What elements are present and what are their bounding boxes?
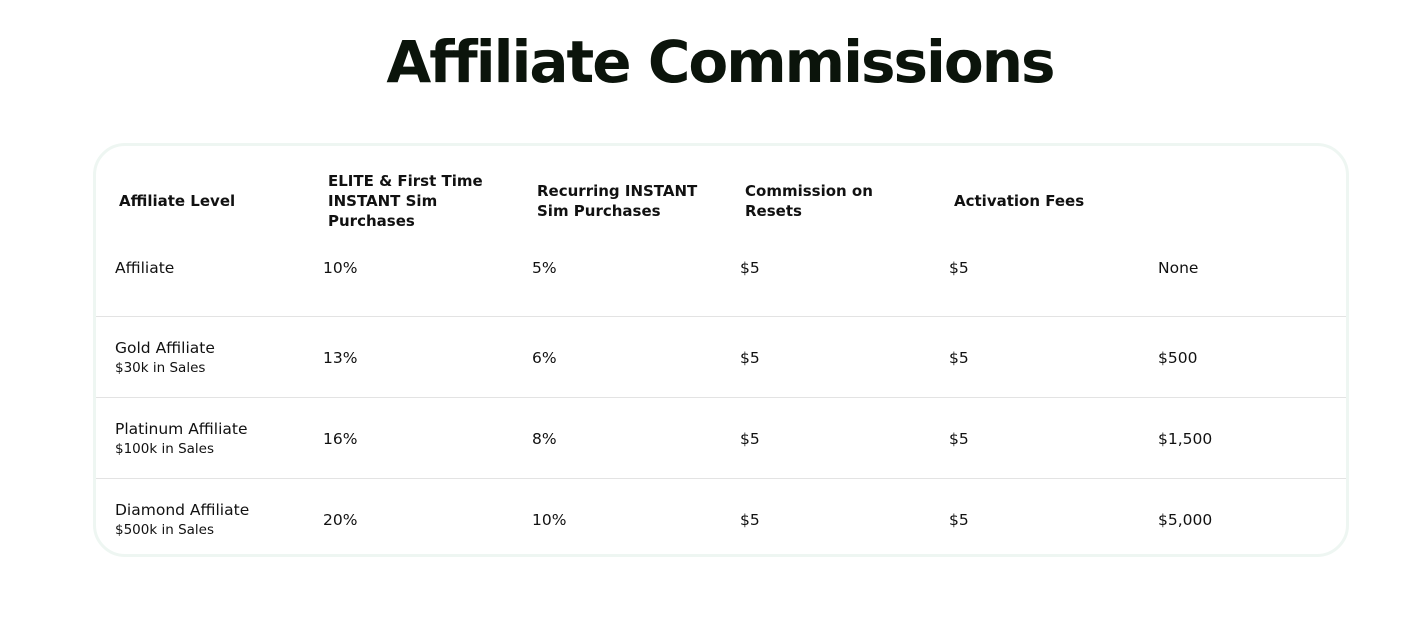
value-cell: $5: [740, 258, 760, 277]
value-cell: $5: [740, 348, 760, 367]
header-cell: Activation Fees: [954, 192, 1085, 210]
value-cell: 6%: [532, 348, 557, 367]
header-cell: Commission on Resets: [745, 182, 873, 220]
value-cell: $5,000: [1158, 510, 1213, 529]
level-name: Gold Affiliate: [115, 339, 215, 357]
value-cell: 8%: [532, 429, 557, 448]
level-requirement: $500k in Sales: [115, 522, 214, 538]
table-row: Affiliate 10% 5% $5 $5 None: [96, 227, 1346, 308]
level-cell: Gold Affiliate $30k in Sales: [115, 317, 215, 398]
value-cell: 10%: [323, 258, 358, 277]
level-requirement: $100k in Sales: [115, 441, 214, 457]
value-cell: $500: [1158, 348, 1198, 367]
value-cell: $5: [740, 510, 760, 529]
table-row: Platinum Affiliate $100k in Sales 16% 8% $5 $…: [96, 397, 1346, 478]
page-title: Affiliate Commissions: [386, 28, 1055, 96]
level-cell: Diamond Affiliate $500k in Sales: [115, 479, 250, 554]
value-cell: $5: [949, 429, 969, 448]
header-cell: Recurring INSTANT Sim Purchases: [537, 182, 698, 220]
value-cell: 10%: [532, 510, 567, 529]
value-cell: $5: [949, 510, 969, 529]
value-cell: $5: [740, 429, 760, 448]
level-name: Affiliate: [115, 258, 175, 277]
value-cell: $5: [949, 348, 969, 367]
level-cell: Platinum Affiliate $100k in Sales: [115, 398, 248, 479]
table-row: Diamond Affiliate $500k in Sales 20% 10% $5 $…: [96, 478, 1346, 554]
level-requirement: $30k in Sales: [115, 360, 206, 376]
commissions-table: Affiliate Level ELITE & First Time INSTA…: [93, 143, 1349, 557]
value-cell: $1,500: [1158, 429, 1213, 448]
level-cell: Affiliate: [115, 227, 174, 308]
level-name: Diamond Affiliate: [115, 501, 250, 519]
table-header: Affiliate Level ELITE & First Time INSTA…: [96, 146, 1346, 256]
value-cell: 16%: [323, 429, 358, 448]
value-cell: $5: [949, 258, 969, 277]
value-cell: 13%: [323, 348, 358, 367]
value-cell: 5%: [532, 258, 557, 277]
value-cell: 20%: [323, 510, 358, 529]
header-cell: ELITE & First Time INSTANT Sim Purchases: [328, 172, 483, 230]
level-name: Platinum Affiliate: [115, 420, 248, 438]
header-cell: Affiliate Level: [119, 192, 236, 210]
value-cell: None: [1158, 258, 1199, 277]
table-row: Gold Affiliate $30k in Sales 13% 6% $5 $5 $500: [96, 316, 1346, 397]
